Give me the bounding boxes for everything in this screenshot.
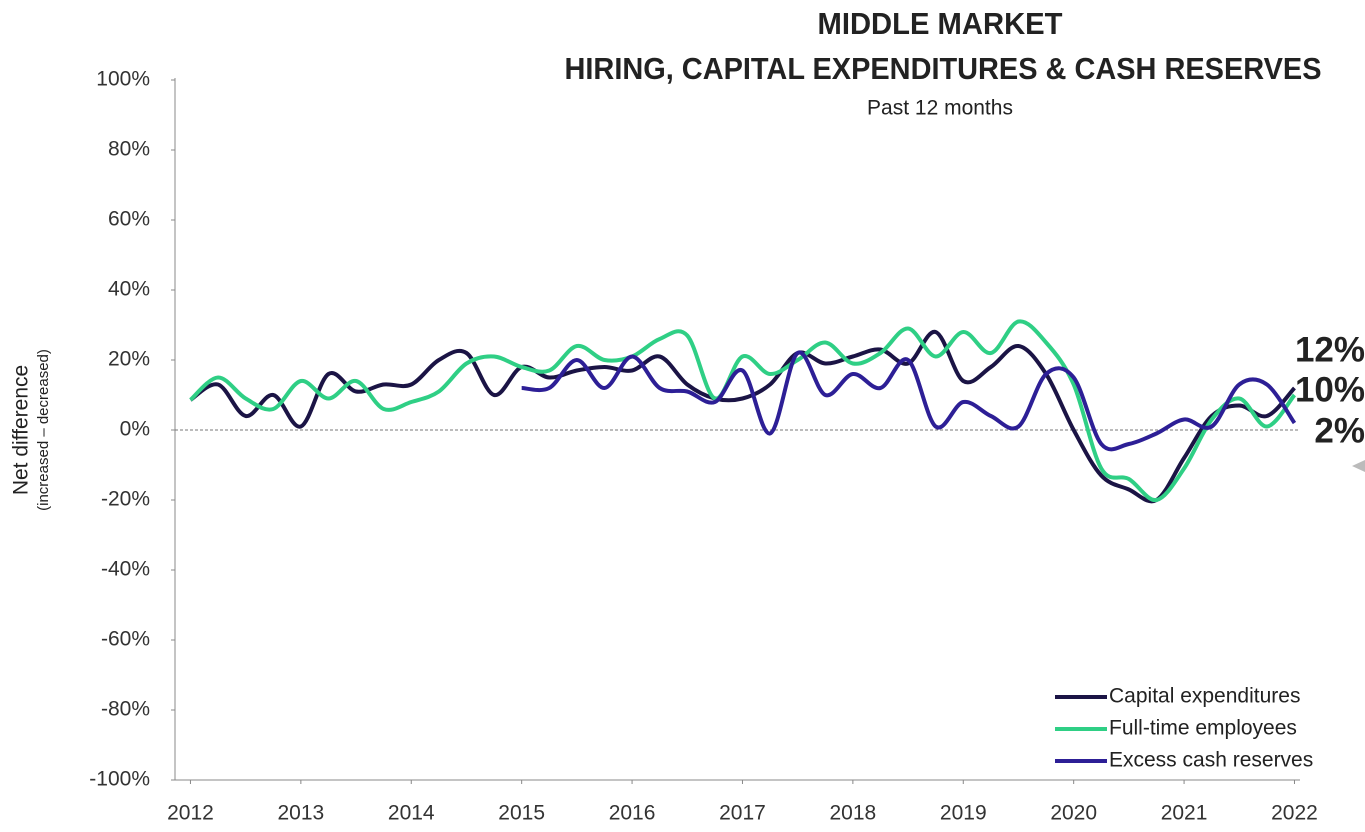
x-tick-label: 2012 [167,802,214,825]
x-tick-label: 2020 [1050,802,1097,825]
end-value-label: 2% [1314,411,1365,450]
x-tick-label: 2013 [277,802,324,825]
y-axis-label: Net difference [10,365,33,495]
series-line [189,330,1296,504]
x-tick-label: 2019 [940,802,987,825]
y-tick-label: -60% [101,628,150,651]
y-tick-label: 80% [108,138,150,161]
x-tick-label: 2016 [609,802,656,825]
y-tick-label: -40% [101,558,150,581]
y-tick-label: 40% [108,278,150,301]
end-value-label: 10% [1295,370,1365,409]
y-tick-label: -20% [101,488,150,511]
chart-subtitle: Past 12 months [867,97,1013,120]
y-tick-label: 20% [108,348,150,371]
series-line [189,319,1297,503]
legend-label: Capital expenditures [1109,685,1300,708]
legend-label: Full-time employees [1109,717,1297,740]
y-tick-label: 60% [108,208,150,231]
x-tick-label: 2018 [830,802,877,825]
y-tick-label: -80% [101,698,150,721]
x-tick-label: 2022 [1271,802,1318,825]
y-tick-label: 100% [96,68,150,91]
x-tick-label: 2021 [1161,802,1208,825]
x-tick-label: 2017 [719,802,766,825]
y-tick-label: 0% [120,418,150,441]
x-tick-label: 2014 [388,802,435,825]
end-value-label: 12% [1295,330,1365,369]
chart-title: MIDDLE MARKET [818,6,1063,41]
legend-label: Excess cash reserves [1109,749,1313,772]
y-axis-label: (increased – decreased) [35,349,52,511]
chart-title: HIRING, CAPITAL EXPENDITURES & CASH RESE… [565,51,1322,86]
x-tick-label: 2015 [498,802,545,825]
series-line [521,350,1297,452]
pointer-arrow [1352,460,1365,472]
y-tick-label: -100% [89,768,150,791]
